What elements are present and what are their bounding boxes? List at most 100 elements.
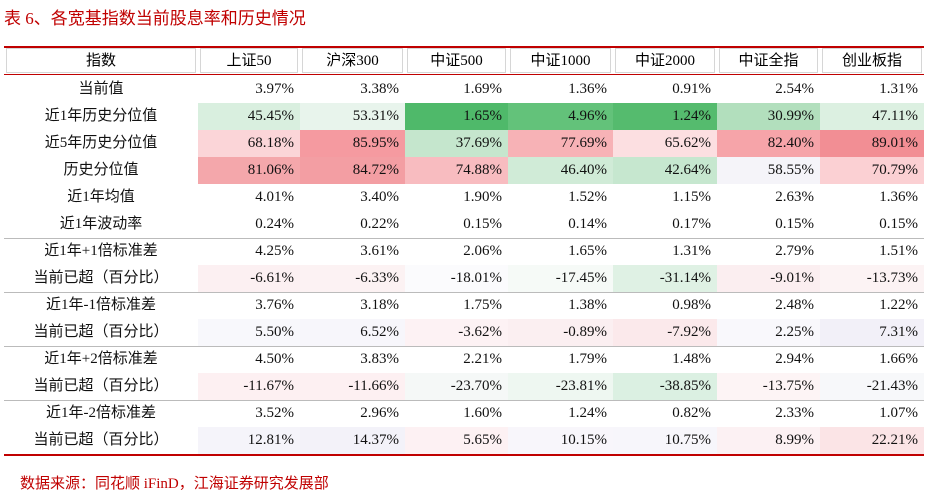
row-label: 近1年-2倍标准差 xyxy=(46,405,156,421)
value-cell: 2.21% xyxy=(463,351,502,367)
value-cell: -23.70% xyxy=(405,373,508,400)
value-cell: 1.24% xyxy=(613,103,717,130)
bottom-rule xyxy=(4,454,924,456)
value-cell: 8.99% xyxy=(717,427,820,454)
value-cell: 0.98% xyxy=(672,297,711,313)
value-cell: 53.31% xyxy=(300,103,405,130)
value-cell: 1.36% xyxy=(568,81,607,97)
value-cell: 5.50% xyxy=(198,319,300,346)
value-cell: 2.06% xyxy=(463,243,502,259)
row-label: 近5年历史分位值 xyxy=(44,135,158,151)
value-cell: 0.91% xyxy=(672,81,711,97)
value-cell: 74.88% xyxy=(405,157,508,184)
value-cell: 0.82% xyxy=(672,405,711,421)
value-cell: -3.62% xyxy=(405,319,508,346)
value-cell: 1.24% xyxy=(568,405,607,421)
value-cell: -38.85% xyxy=(613,373,717,400)
value-cell: 14.37% xyxy=(300,427,405,454)
value-cell: 0.24% xyxy=(255,216,294,232)
value-cell: 77.69% xyxy=(508,130,613,157)
header-cell: 中证1000 xyxy=(510,48,611,73)
value-cell: 1.51% xyxy=(879,243,918,259)
value-cell: 65.62% xyxy=(613,130,717,157)
value-cell: 3.83% xyxy=(360,351,399,367)
value-cell: 2.96% xyxy=(360,405,399,421)
value-cell: 3.38% xyxy=(360,81,399,97)
header-cell: 创业板指 xyxy=(822,48,922,73)
value-cell: -6.61% xyxy=(198,265,300,292)
row-label: 近1年历史分位值 xyxy=(44,108,158,124)
value-cell: -13.75% xyxy=(717,373,820,400)
value-cell: 0.22% xyxy=(360,216,399,232)
row-label: 近1年+2倍标准差 xyxy=(44,351,158,367)
top-rule xyxy=(4,46,924,48)
value-cell: 3.40% xyxy=(360,189,399,205)
value-cell: 2.54% xyxy=(775,81,814,97)
value-cell: 1.60% xyxy=(463,405,502,421)
header-cell: 中证全指 xyxy=(719,48,818,73)
row-label: 近1年波动率 xyxy=(59,216,143,232)
value-cell: 82.40% xyxy=(717,130,820,157)
value-cell: 30.99% xyxy=(717,103,820,130)
value-cell: 4.25% xyxy=(255,243,294,259)
header-cell: 指数 xyxy=(6,48,196,73)
value-cell: 70.79% xyxy=(820,157,924,184)
value-cell: 0.14% xyxy=(568,216,607,232)
row-label: 当前已超（百分比） xyxy=(33,324,169,340)
value-cell: 3.52% xyxy=(255,405,294,421)
value-cell: 1.65% xyxy=(568,243,607,259)
value-cell: 6.52% xyxy=(300,319,405,346)
value-cell: 2.94% xyxy=(775,351,814,367)
value-cell: -23.81% xyxy=(508,373,613,400)
row-label: 当前值 xyxy=(78,81,124,97)
value-cell: 1.79% xyxy=(568,351,607,367)
value-cell: 10.15% xyxy=(508,427,613,454)
row-label: 近1年均值 xyxy=(67,189,135,205)
value-cell: 3.76% xyxy=(255,297,294,313)
value-cell: 1.52% xyxy=(568,189,607,205)
value-cell: 3.18% xyxy=(360,297,399,313)
row-label: 近1年-1倍标准差 xyxy=(46,297,156,313)
value-cell: 1.36% xyxy=(879,189,918,205)
value-cell: 4.50% xyxy=(255,351,294,367)
value-cell: 1.22% xyxy=(879,297,918,313)
value-cell: 7.31% xyxy=(820,319,924,346)
value-cell: -17.45% xyxy=(508,265,613,292)
header-rule xyxy=(4,74,924,75)
value-cell: 89.01% xyxy=(820,130,924,157)
value-cell: -18.01% xyxy=(405,265,508,292)
value-cell: 2.79% xyxy=(775,243,814,259)
value-cell: 1.75% xyxy=(463,297,502,313)
title: 表 6、各宽基指数当前股息率和历史情况 xyxy=(4,9,306,28)
value-cell: 1.31% xyxy=(879,81,918,97)
value-cell: -13.73% xyxy=(820,265,924,292)
header-cell: 中证2000 xyxy=(615,48,715,73)
value-cell: 1.66% xyxy=(879,351,918,367)
group-rule xyxy=(4,238,924,239)
row-label: 近1年+1倍标准差 xyxy=(44,243,158,259)
value-cell: 45.45% xyxy=(198,103,300,130)
value-cell: 47.11% xyxy=(820,103,924,130)
value-cell: 68.18% xyxy=(198,130,300,157)
value-cell: 58.55% xyxy=(717,157,820,184)
value-cell: 10.75% xyxy=(613,427,717,454)
value-cell: 85.95% xyxy=(300,130,405,157)
value-cell: 0.17% xyxy=(672,216,711,232)
row-label: 当前已超（百分比） xyxy=(33,270,169,286)
value-cell: 2.63% xyxy=(775,189,814,205)
value-cell: 1.65% xyxy=(405,103,508,130)
row-label: 当前已超（百分比） xyxy=(33,378,169,394)
value-cell: 1.07% xyxy=(879,405,918,421)
value-cell: 4.01% xyxy=(255,189,294,205)
value-cell: 81.06% xyxy=(198,157,300,184)
value-cell: 3.97% xyxy=(255,81,294,97)
value-cell: -6.33% xyxy=(300,265,405,292)
value-cell: -11.66% xyxy=(300,373,405,400)
value-cell: 1.38% xyxy=(568,297,607,313)
value-cell: 2.25% xyxy=(717,319,820,346)
value-cell: 37.69% xyxy=(405,130,508,157)
header-cell: 中证500 xyxy=(407,48,506,73)
source: 数据来源：同花顺 iFinD，江海证券研究发展部 xyxy=(20,476,329,492)
value-cell: 0.15% xyxy=(463,216,502,232)
